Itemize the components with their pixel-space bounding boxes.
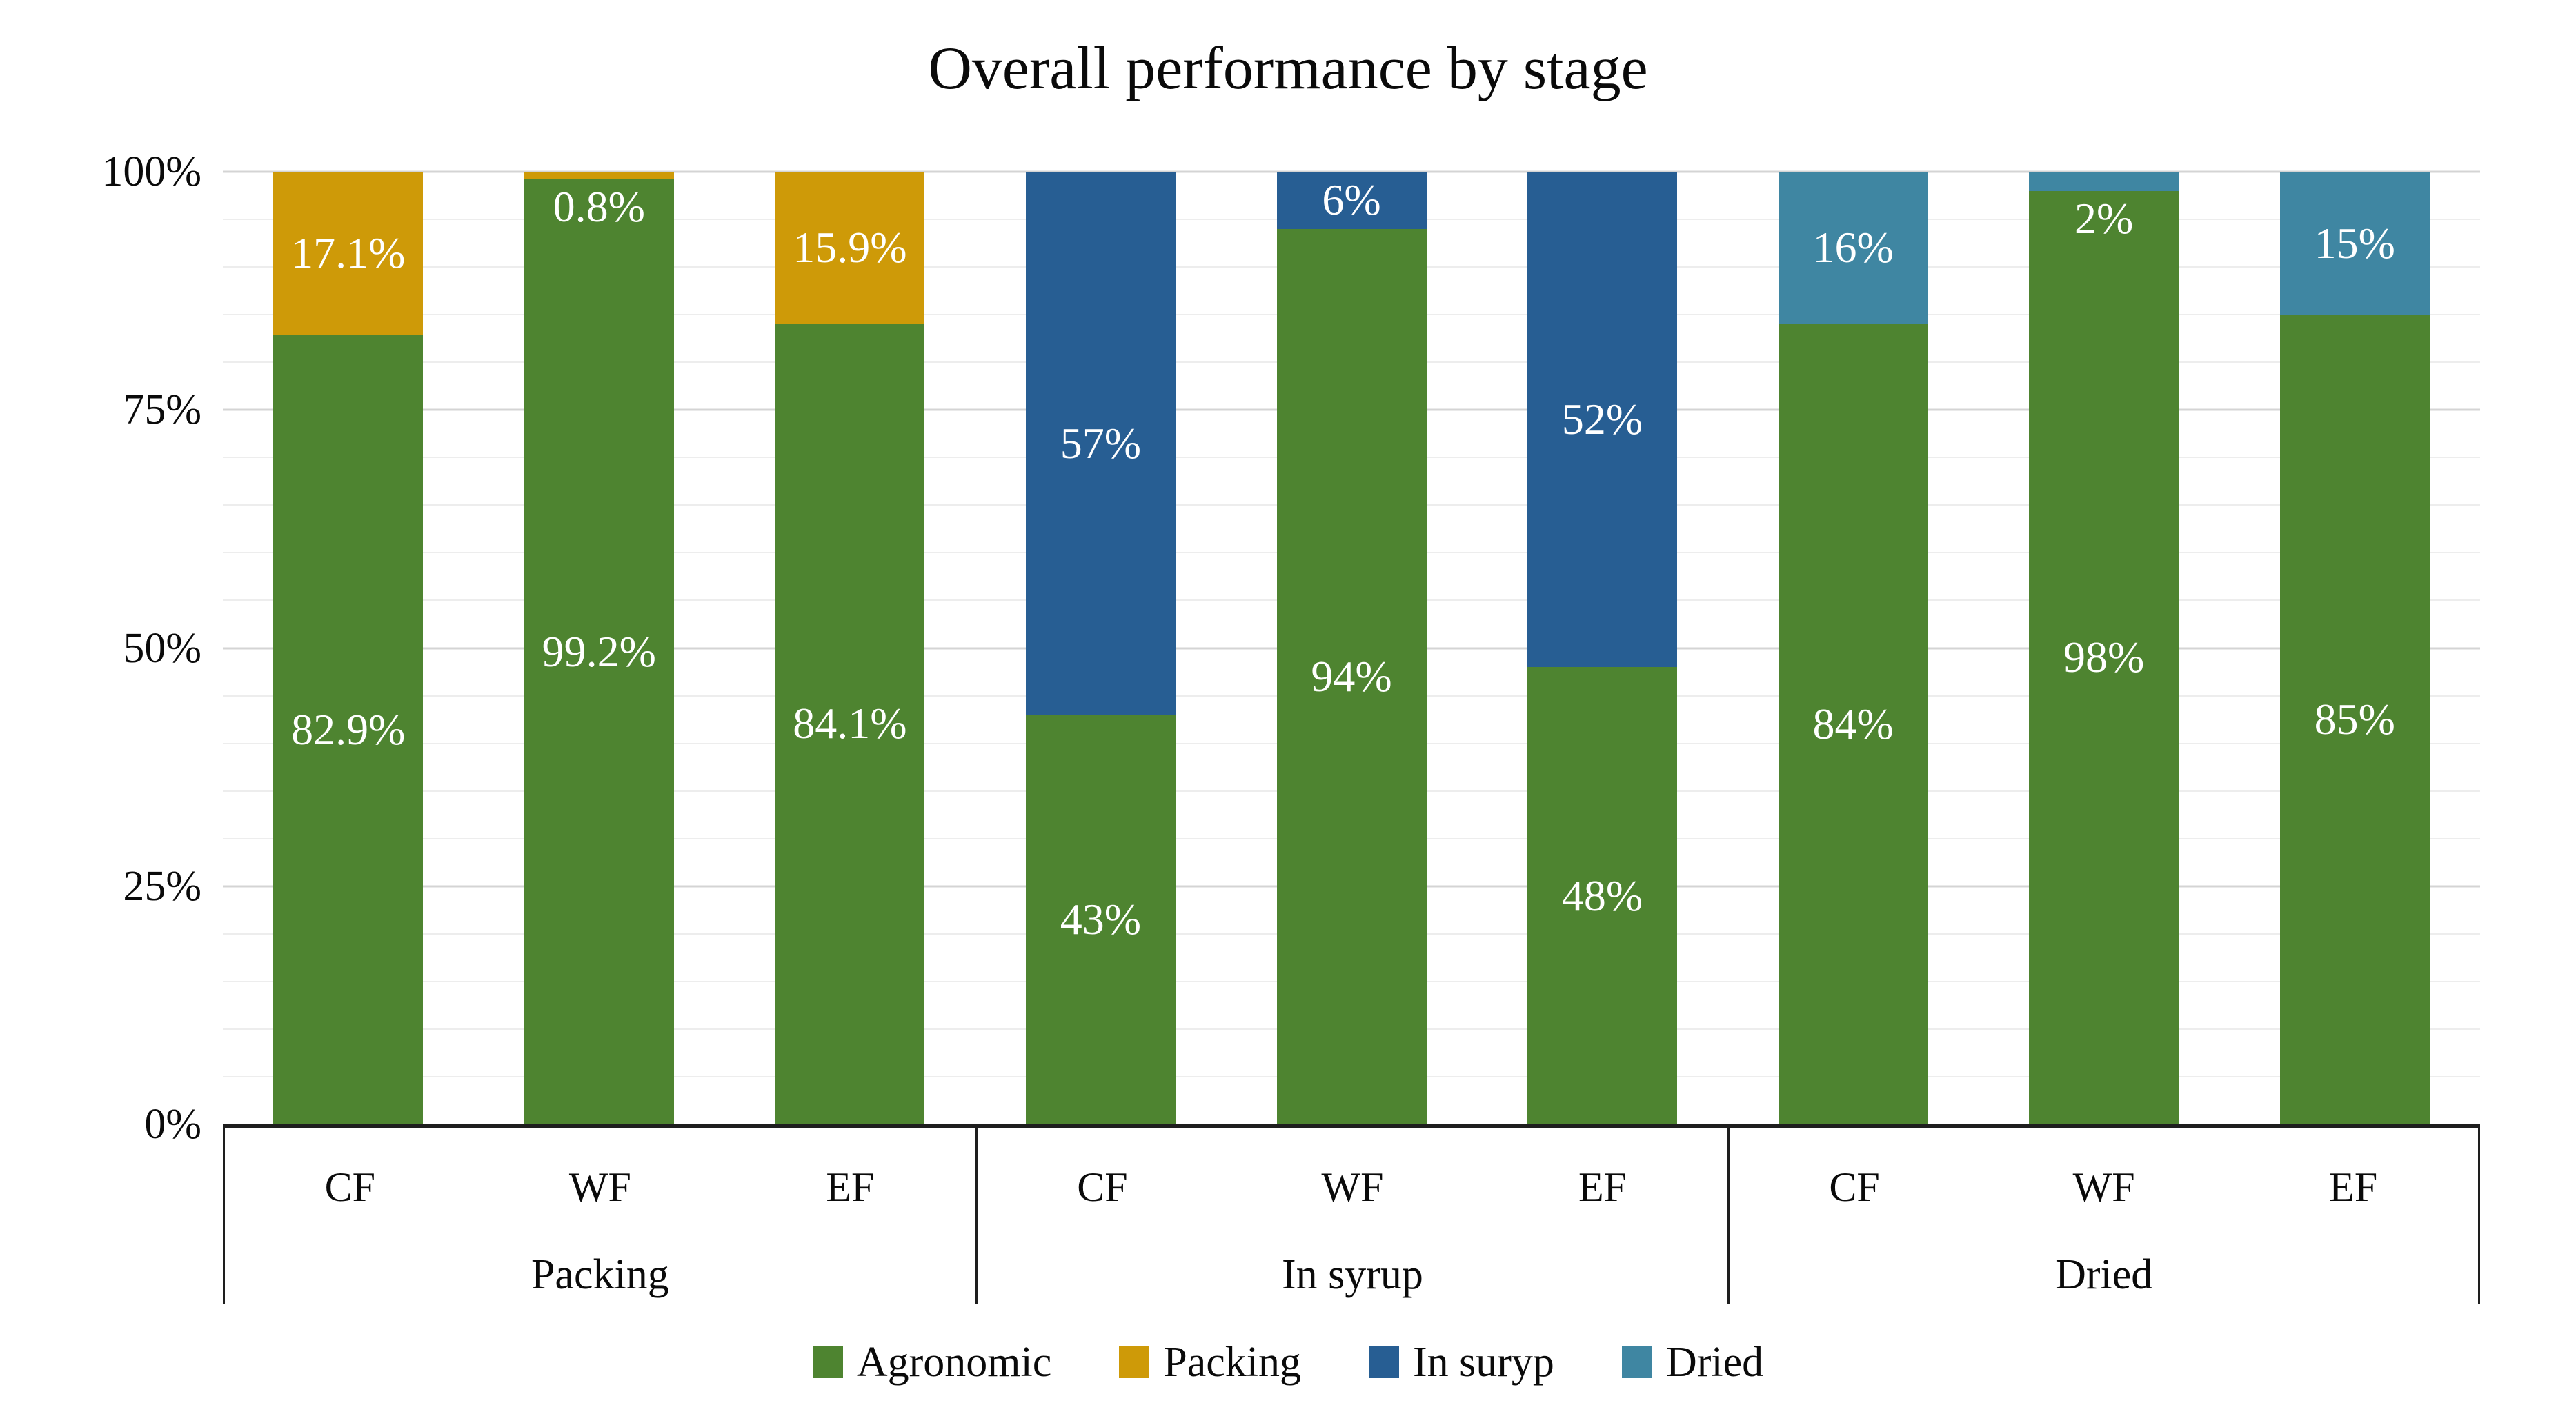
segment-dried bbox=[2279, 172, 2430, 315]
category-label-EF: EF bbox=[1578, 1164, 1627, 1210]
category-label-CF: CF bbox=[324, 1164, 375, 1210]
agronomic-value-label: 43% bbox=[1060, 895, 1142, 944]
bar-in-syrup-CF: 57% 43% bbox=[1025, 172, 1176, 1124]
segment-packing bbox=[524, 172, 674, 180]
segment-agronomic bbox=[1778, 324, 1928, 1124]
bar-packing-WF: 0.8% 99.2% bbox=[524, 172, 674, 1124]
segment-agronomic bbox=[775, 323, 925, 1124]
legend-label: Agronomic bbox=[856, 1339, 1052, 1386]
category-label-CF: CF bbox=[1829, 1164, 1880, 1210]
category-label-EF: EF bbox=[826, 1164, 875, 1210]
legend-item-agronomic: Agronomic bbox=[812, 1339, 1052, 1386]
legend-item-dried: Dried bbox=[1621, 1339, 1764, 1386]
legend-label: Packing bbox=[1163, 1339, 1302, 1386]
legend: Agronomic Packing In suryp Dried bbox=[0, 1341, 2576, 1384]
category-label-row: CF WF EF bbox=[978, 1166, 1728, 1208]
bar-dried-EF: 15% 85% bbox=[2279, 172, 2430, 1124]
legend-item-packing: Packing bbox=[1119, 1341, 1301, 1384]
stage-value-label: 16% bbox=[1812, 223, 1894, 272]
agronomic-value-label: 85% bbox=[2314, 695, 2395, 744]
axis-group-dried: CF WF EF Dried bbox=[1727, 1128, 2480, 1304]
segment-dried bbox=[1778, 172, 1928, 324]
y-axis-label: 0% bbox=[144, 1101, 201, 1148]
category-label-WF: WF bbox=[568, 1164, 631, 1210]
bar-in-syrup-WF: 6% 94% bbox=[1276, 172, 1427, 1124]
chart-title: Overall performance by stage bbox=[928, 35, 1648, 102]
stage-value-label: 15% bbox=[2314, 218, 2395, 268]
category-label-EF: EF bbox=[2329, 1164, 2378, 1210]
axis-group-in-syrup: CF WF EF In syrup bbox=[975, 1128, 1728, 1304]
segment-dried bbox=[2029, 172, 2179, 191]
category-label-row: CF WF EF bbox=[225, 1166, 975, 1208]
group-label: Packing bbox=[531, 1251, 669, 1298]
agronomic-value-label: 99.2% bbox=[542, 627, 656, 677]
stage-value-label: 0.8% bbox=[553, 182, 645, 232]
bar-in-syrup-EF: 52% 48% bbox=[1527, 172, 1678, 1124]
segment-agronomic bbox=[1025, 715, 1176, 1124]
group-label: In syrup bbox=[1282, 1251, 1423, 1298]
agronomic-value-label: 48% bbox=[1561, 870, 1643, 920]
bar-dried-WF: 2% 98% bbox=[2029, 172, 2179, 1124]
segment-packing bbox=[775, 172, 925, 324]
segment-agronomic bbox=[1276, 228, 1427, 1124]
agronomic-value-label: 84% bbox=[1812, 699, 1894, 748]
category-label-WF: WF bbox=[2072, 1164, 2135, 1210]
axis-group-packing: CF WF EF Packing bbox=[223, 1128, 975, 1304]
y-axis-label: 25% bbox=[123, 862, 201, 910]
legend-swatch-icon bbox=[812, 1346, 843, 1378]
segment-agronomic bbox=[1527, 667, 1678, 1124]
segment-in_syrup bbox=[1025, 172, 1176, 715]
segment-in_syrup bbox=[1276, 172, 1427, 229]
segment-agronomic bbox=[524, 179, 674, 1124]
y-axis-label: 75% bbox=[123, 386, 201, 434]
category-label-WF: WF bbox=[1321, 1164, 1384, 1210]
bar-dried-CF: 16% 84% bbox=[1778, 172, 1928, 1124]
agronomic-value-label: 98% bbox=[2063, 633, 2145, 682]
legend-item-in-suryp: In suryp bbox=[1369, 1341, 1554, 1384]
category-axis-band: CF WF EF Packing CF WF EF In syrup CF WF EF Dried bbox=[223, 1124, 2480, 1304]
segment-packing bbox=[273, 172, 424, 335]
group-label: Dried bbox=[2055, 1251, 2153, 1298]
stage-value-label: 2% bbox=[2074, 193, 2134, 243]
agronomic-value-label: 82.9% bbox=[291, 704, 406, 754]
stage-value-label: 52% bbox=[1561, 395, 1643, 444]
legend-swatch-icon bbox=[1119, 1346, 1150, 1378]
bar-packing-EF: 15.9% 84.1% bbox=[775, 172, 925, 1124]
segment-agronomic bbox=[2279, 315, 2430, 1124]
category-label-CF: CF bbox=[1077, 1164, 1128, 1210]
segment-agronomic bbox=[273, 335, 424, 1124]
agronomic-value-label: 84.1% bbox=[793, 699, 907, 748]
stage-value-label: 57% bbox=[1060, 418, 1142, 468]
y-axis-label: 100% bbox=[101, 148, 201, 195]
agronomic-value-label: 94% bbox=[1311, 651, 1392, 701]
legend-label: In suryp bbox=[1413, 1339, 1554, 1386]
segment-in_syrup bbox=[1527, 172, 1678, 668]
y-axis-label: 50% bbox=[123, 624, 201, 672]
legend-swatch-icon bbox=[1369, 1346, 1400, 1378]
legend-label: Dried bbox=[1665, 1339, 1764, 1386]
bar-packing-CF: 17.1% 82.9% bbox=[273, 172, 424, 1124]
legend-swatch-icon bbox=[1621, 1346, 1652, 1378]
category-label-row: CF WF EF bbox=[1730, 1166, 2478, 1208]
stage-value-label: 6% bbox=[1322, 175, 1381, 225]
stage-value-label: 17.1% bbox=[291, 228, 406, 278]
segment-agronomic bbox=[2029, 190, 2179, 1124]
stage-value-label: 15.9% bbox=[793, 222, 907, 272]
